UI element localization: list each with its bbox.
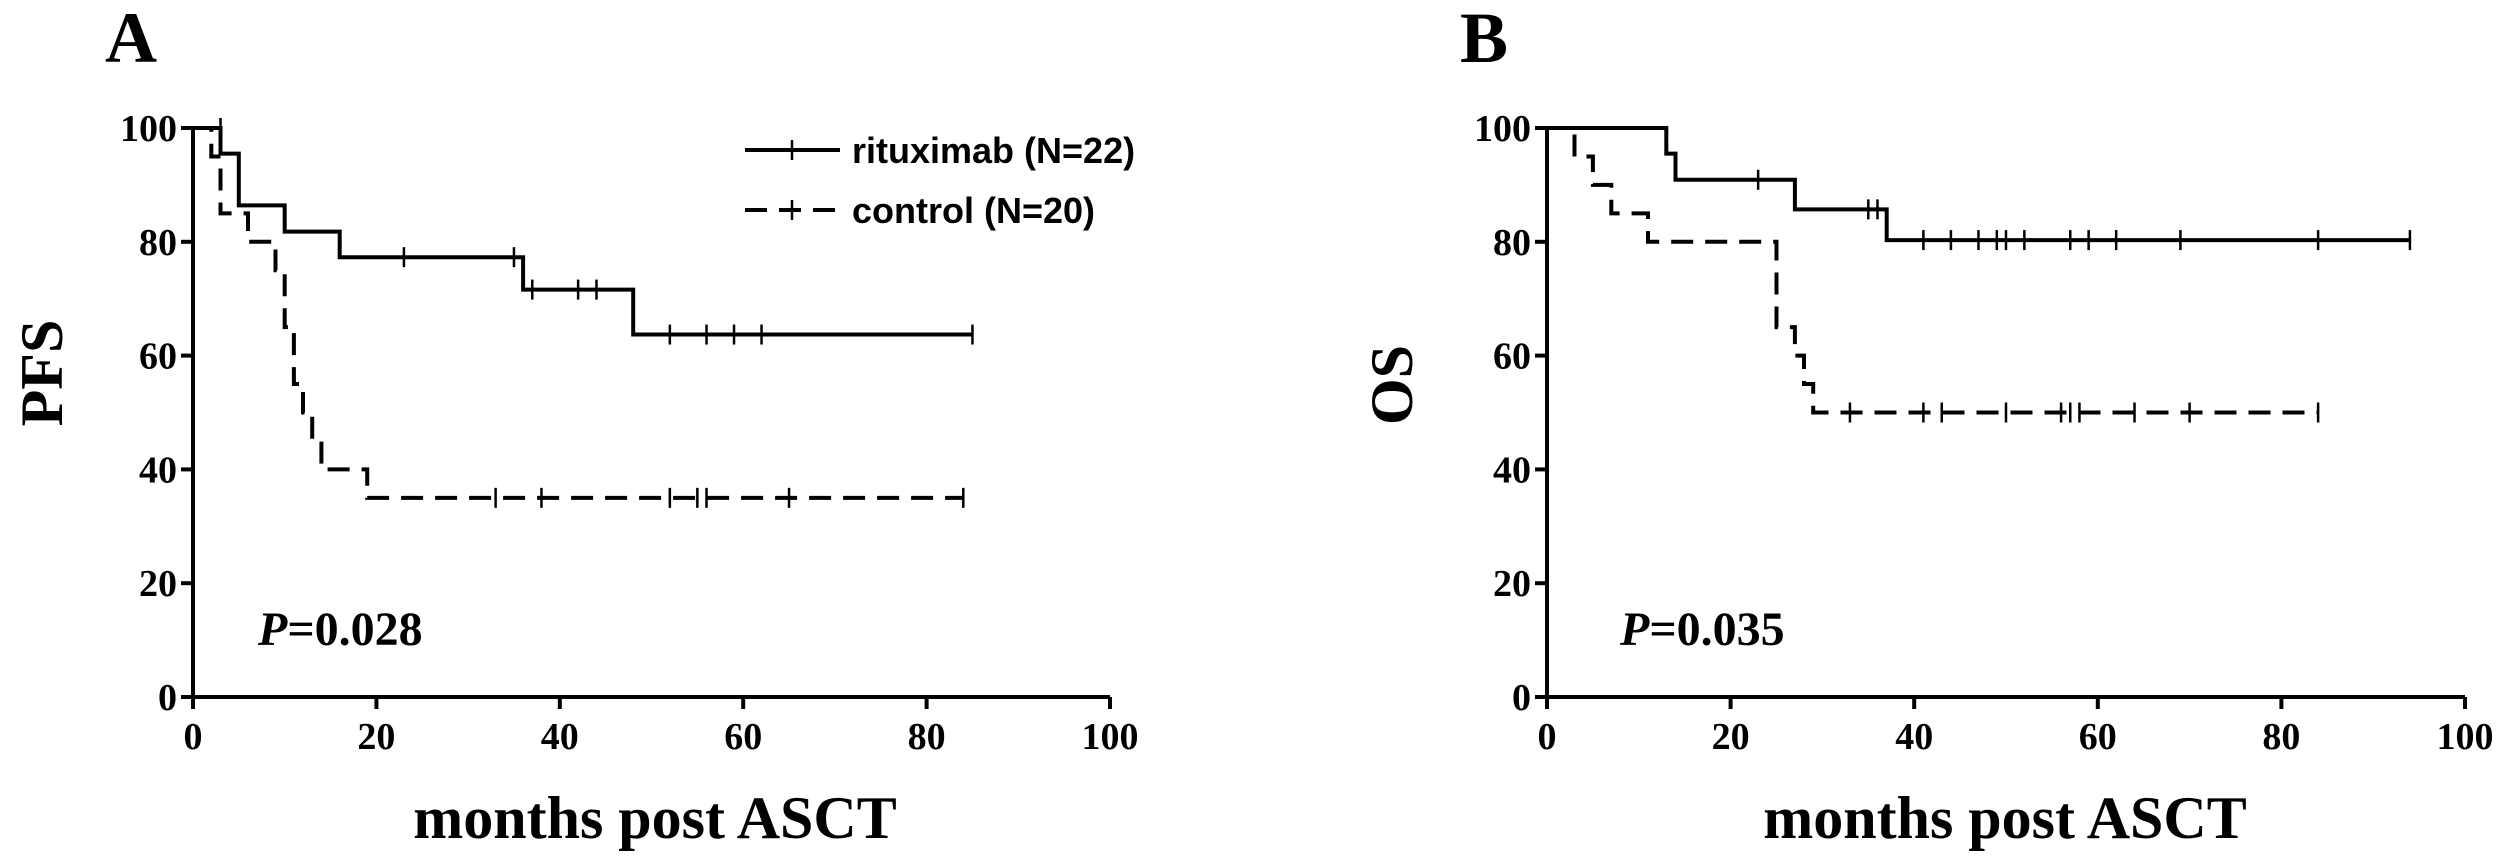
panel-a-pvalue-value: =0.028 bbox=[287, 603, 422, 656]
panel-b-xtick-label: 40 bbox=[1895, 716, 1933, 758]
panel-b-xtick-label: 100 bbox=[2437, 716, 2494, 758]
panel-a-curves bbox=[193, 118, 974, 508]
panel-b-ytick-label: 80 bbox=[1493, 222, 1531, 264]
legend-rituximab-label: rituximab (N=22) bbox=[852, 130, 1135, 171]
panel-b-ytick-label: 100 bbox=[1474, 108, 1531, 150]
legend-control-label: control (N=20) bbox=[852, 190, 1095, 231]
panel-b-pvalue-value: =0.035 bbox=[1649, 603, 1784, 656]
panel-b-xtick-label: 60 bbox=[2079, 716, 2117, 758]
panel-a-rituximab-curve bbox=[193, 126, 973, 337]
panel-a-ytick-label: 60 bbox=[139, 336, 177, 378]
panel-b-pvalue-p: P bbox=[1619, 603, 1650, 656]
panel-b-ylabel: OS bbox=[1359, 345, 1425, 425]
panel-a-xtick-label: 40 bbox=[541, 716, 579, 758]
panel-a-control-curve bbox=[193, 126, 964, 500]
panel-b-curves bbox=[1547, 126, 2412, 423]
panel-a: A PFS months post ASCT 0 20 40 60 80 100 0 20 40… bbox=[9, 0, 1139, 851]
panel-b-xtick-label: 20 bbox=[1712, 716, 1750, 758]
panel-a-legend: rituximab (N=22) control (N=20) bbox=[745, 130, 1135, 231]
panel-b-rituximab-curve bbox=[1547, 126, 2410, 243]
panel-a-xtick-label: 20 bbox=[357, 716, 395, 758]
panel-b-xlabel: months post ASCT bbox=[1763, 785, 2247, 851]
panel-a-ytick-label: 80 bbox=[139, 222, 177, 264]
panel-a-xtick-label: 80 bbox=[908, 716, 946, 758]
panel-b-control-curve bbox=[1547, 126, 2319, 415]
panel-a-ytick-label: 20 bbox=[139, 563, 177, 605]
panel-a-ytick-label: 40 bbox=[139, 449, 177, 491]
panel-a-ylabel: PFS bbox=[9, 320, 75, 427]
panel-a-axes: 0 20 40 60 80 100 0 20 40 60 80 100 bbox=[120, 108, 1139, 758]
panel-a-pvalue: P=0.028 bbox=[257, 603, 423, 656]
panel-b-pvalue: P=0.035 bbox=[1619, 603, 1785, 656]
panel-a-xlabel: months post ASCT bbox=[413, 785, 897, 851]
panel-b-ytick-label: 60 bbox=[1493, 336, 1531, 378]
panel-b: B OS months post ASCT 0 20 40 60 80 100 0 20 40 6… bbox=[1359, 0, 2494, 851]
panel-b-ytick-label: 0 bbox=[1512, 677, 1531, 719]
panel-a-xtick-label: 100 bbox=[1082, 716, 1139, 758]
panel-a-xtick-label: 0 bbox=[184, 716, 203, 758]
panel-b-letter: B bbox=[1460, 0, 1508, 78]
panel-a-ytick-label: 0 bbox=[158, 677, 177, 719]
panel-b-xtick-label: 80 bbox=[2262, 716, 2300, 758]
panel-b-ytick-label: 20 bbox=[1493, 563, 1531, 605]
panel-b-xtick-label: 0 bbox=[1538, 716, 1557, 758]
panel-a-letter: A bbox=[105, 0, 157, 78]
panel-b-ytick-label: 40 bbox=[1493, 449, 1531, 491]
panel-a-ytick-label: 100 bbox=[120, 108, 177, 150]
panel-a-xtick-label: 60 bbox=[724, 716, 762, 758]
panel-a-pvalue-p: P bbox=[257, 603, 288, 656]
panel-b-axes: 0 20 40 60 80 100 0 20 40 60 80 100 bbox=[1474, 108, 2494, 758]
